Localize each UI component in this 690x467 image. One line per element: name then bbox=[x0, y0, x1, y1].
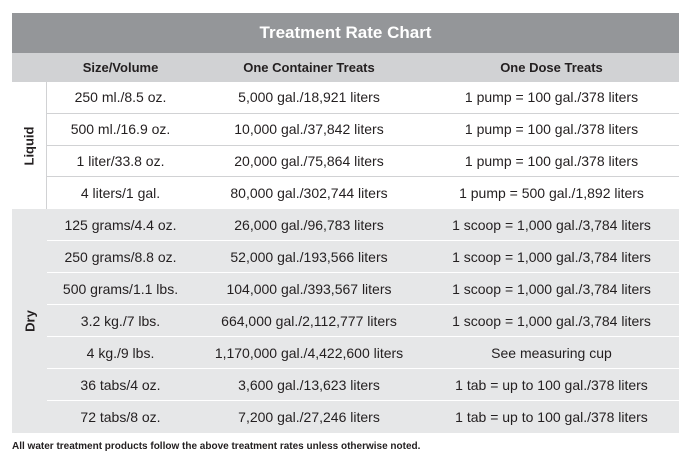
footnote: All water treatment products follow the … bbox=[12, 441, 421, 452]
table-header: Size/Volume One Container Treats One Dos… bbox=[12, 53, 679, 82]
group-label-liquid: Liquid bbox=[12, 82, 47, 209]
cell-size: 1 liter/33.8 oz. bbox=[76, 152, 165, 169]
cell-container: 26,000 gal./96,783 liters bbox=[234, 216, 384, 233]
cell-dose: 1 scoop = 1,000 gal./3,784 liters bbox=[452, 216, 651, 233]
cell-container: 5,000 gal./18,921 liters bbox=[238, 89, 380, 106]
cell-size: 500 grams/1.1 lbs. bbox=[62, 280, 179, 297]
table-row: 250 ml./8.5 oz. 5,000 gal./18,921 liters… bbox=[47, 82, 679, 114]
cell-size: 500 ml./16.9 oz. bbox=[70, 121, 171, 138]
cell-container: 3,600 gal./13,623 liters bbox=[238, 376, 380, 393]
table-row: 500 ml./16.9 oz. 10,000 gal./37,842 lite… bbox=[47, 114, 679, 146]
table-row: 72 tabs/8 oz. 7,200 gal./27,246 liters 1… bbox=[47, 401, 679, 433]
table-row: 36 tabs/4 oz. 3,600 gal./13,623 liters 1… bbox=[47, 369, 679, 401]
table-row: 1 liter/33.8 oz. 20,000 gal./75,864 lite… bbox=[47, 146, 679, 178]
table-row: 250 grams/8.8 oz. 52,000 gal./193,566 li… bbox=[47, 241, 679, 273]
table-row: 3.2 kg./7 lbs. 664,000 gal./2,112,777 li… bbox=[47, 305, 679, 337]
dry-group: Dry 125 grams/4.4 oz. 26,000 gal./96,783… bbox=[12, 209, 679, 433]
cell-container: 7,200 gal./27,246 liters bbox=[238, 409, 380, 425]
cell-dose: 1 pump = 100 gal./378 liters bbox=[464, 121, 639, 138]
header-one-dose-treats: One Dose Treats bbox=[500, 60, 603, 75]
cell-size: 250 grams/8.8 oz. bbox=[64, 248, 177, 265]
group-label-dry: Dry bbox=[22, 310, 37, 332]
liquid-group: Liquid 250 ml./8.5 oz. 5,000 gal./18,921… bbox=[12, 82, 679, 209]
cell-size: 72 tabs/8 oz. bbox=[80, 409, 161, 425]
cell-dose: 1 tab = up to 100 gal./378 liters bbox=[455, 409, 648, 425]
table-row: 4 liters/1 gal. 80,000 gal./302,744 lite… bbox=[47, 177, 679, 209]
cell-dose: 1 pump = 100 gal./378 liters bbox=[464, 152, 639, 169]
cell-container: 10,000 gal./37,842 liters bbox=[234, 121, 384, 138]
cell-dose: 1 tab = up to 100 gal./378 liters bbox=[455, 376, 648, 393]
cell-dose: 1 scoop = 1,000 gal./3,784 liters bbox=[452, 248, 651, 265]
cell-dose: 1 pump = 500 gal./1,892 liters bbox=[459, 185, 644, 202]
chart-title: Treatment Rate Chart bbox=[12, 13, 679, 53]
table-row: 4 kg./9 lbs. 1,170,000 gal./4,422,600 li… bbox=[47, 337, 679, 369]
cell-container: 52,000 gal./193,566 liters bbox=[230, 248, 388, 265]
header-one-container-treats: One Container Treats bbox=[243, 60, 375, 75]
table-row: 500 grams/1.1 lbs. 104,000 gal./393,567 … bbox=[47, 273, 679, 305]
cell-size: 125 grams/4.4 oz. bbox=[64, 216, 177, 233]
cell-container: 664,000 gal./2,112,777 liters bbox=[221, 312, 397, 329]
cell-dose: 1 scoop = 1,000 gal./3,784 liters bbox=[452, 312, 651, 329]
cell-container: 1,170,000 gal./4,422,600 liters bbox=[214, 344, 404, 361]
cell-container: 80,000 gal./302,744 liters bbox=[230, 185, 388, 202]
cell-size: 4 kg./9 lbs. bbox=[86, 344, 155, 361]
cell-size: 250 ml./8.5 oz. bbox=[74, 89, 167, 106]
cell-size: 4 liters/1 gal. bbox=[80, 185, 161, 202]
cell-dose: See measuring cup bbox=[491, 344, 612, 361]
cell-container: 20,000 gal./75,864 liters bbox=[234, 152, 384, 169]
cell-size: 3.2 kg./7 lbs. bbox=[80, 312, 161, 329]
cell-dose: 1 pump = 100 gal./378 liters bbox=[464, 89, 639, 106]
cell-dose: 1 scoop = 1,000 gal./3,784 liters bbox=[452, 280, 651, 297]
cell-size: 36 tabs/4 oz. bbox=[80, 376, 161, 393]
header-size-volume: Size/Volume bbox=[82, 60, 159, 75]
cell-container: 104,000 gal./393,567 liters bbox=[226, 280, 392, 297]
table-row: 125 grams/4.4 oz. 26,000 gal./96,783 lit… bbox=[47, 209, 679, 241]
